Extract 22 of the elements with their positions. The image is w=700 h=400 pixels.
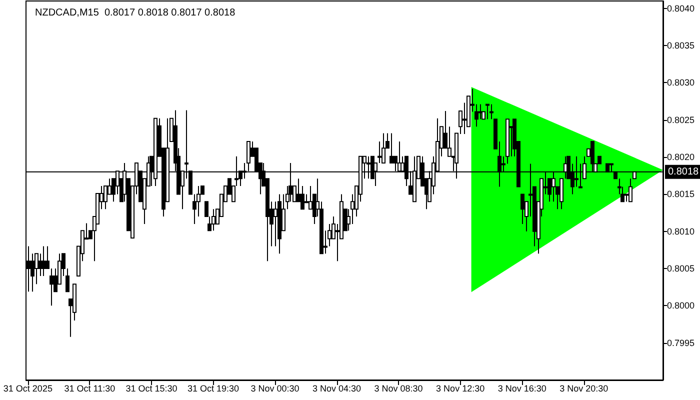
x-tick-label: 31 Oct 19:30: [187, 384, 240, 394]
x-tick-label: 3 Nov 16:30: [498, 384, 546, 394]
ref-line-label: 0.8018: [668, 166, 700, 178]
x-tick-label: 3 Nov 00:30: [250, 384, 300, 394]
x-tick-label: 3 Nov 20:30: [560, 384, 608, 394]
y-tick-label: 0.8005: [667, 264, 695, 274]
x-tick-label: 31 Oct 2025: [3, 384, 52, 394]
y-tick-label: 0.8040: [667, 3, 695, 14]
y-tick-label: 0.8000: [667, 300, 695, 311]
x-tick-label: 31 Oct 11:30: [64, 384, 116, 394]
y-tick-label: 0.8020: [667, 152, 695, 162]
x-tick-label: 3 Nov 12:30: [436, 384, 485, 394]
y-tick-label: 0.7995: [667, 338, 695, 348]
x-tick-label: 3 Nov 04:30: [312, 384, 362, 394]
text: NZDCAD,M15 0.8017 0.8018 0.8017 0.8018: [35, 8, 236, 18]
x-tick-label: 3 Nov 08:30: [374, 384, 423, 394]
y-tick-label: 0.8030: [667, 78, 695, 88]
y-tick-label: 0.8015: [667, 189, 695, 200]
y-tick-label: 0.8035: [667, 40, 695, 51]
y-tick-label: 0.8025: [667, 114, 695, 125]
x-tick-label: 31 Oct 15:30: [126, 384, 178, 394]
y-tick-label: 0.8010: [667, 226, 695, 236]
